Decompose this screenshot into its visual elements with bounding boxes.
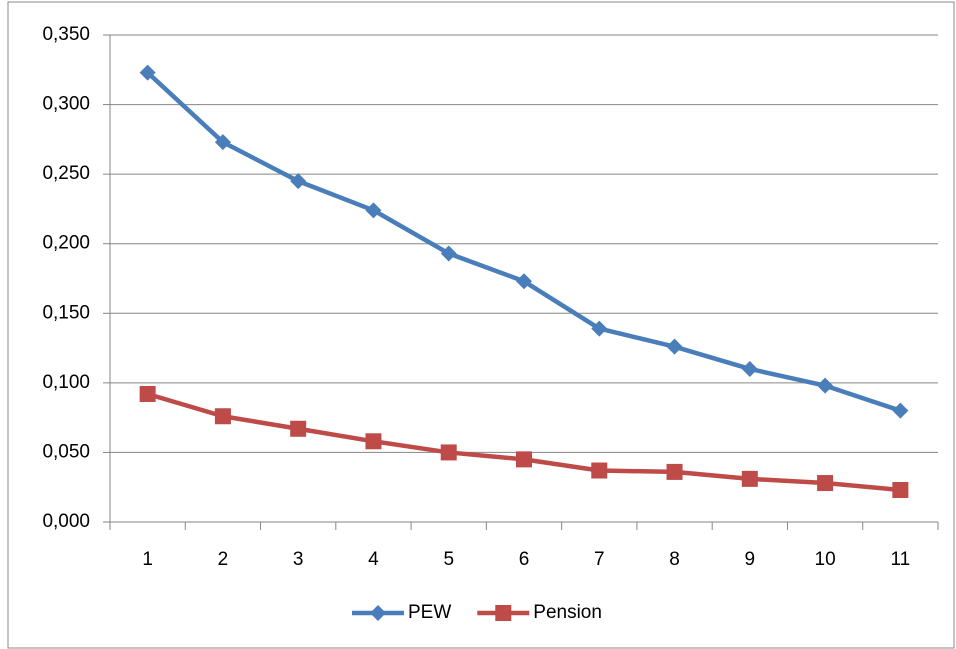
data-point (892, 481, 909, 498)
y-tick-label: 0,100 (42, 372, 90, 393)
data-point (741, 360, 758, 377)
y-tick-label: 0,000 (42, 511, 90, 532)
data-point (892, 402, 909, 419)
y-tick-label: 0,200 (42, 233, 90, 254)
y-tick-label: 0,250 (42, 163, 90, 184)
legend-label: PEW (408, 602, 451, 623)
data-point (516, 451, 532, 468)
data-point (666, 338, 683, 355)
x-tick-label: 10 (815, 549, 836, 570)
data-point (817, 475, 834, 492)
x-tick-label: 11 (890, 549, 910, 570)
data-point (817, 377, 834, 394)
legend-label: Pension (533, 602, 602, 623)
data-point (139, 385, 156, 402)
x-tick-label: 1 (142, 549, 153, 570)
x-tick-label: 8 (669, 549, 680, 570)
data-point (516, 273, 532, 290)
data-point (290, 420, 307, 437)
y-tick-label: 0,350 (42, 24, 90, 45)
x-tick-label: 7 (594, 549, 605, 570)
legend-marker (370, 605, 386, 621)
legend-marker (495, 605, 512, 621)
data-point (139, 64, 156, 81)
data-point (591, 320, 608, 337)
x-tick-label: 3 (293, 549, 304, 570)
data-point (666, 463, 683, 480)
data-point (591, 462, 608, 479)
x-tick-label: 5 (443, 549, 454, 570)
x-tick-label: 2 (218, 549, 229, 570)
x-tick-label: 9 (745, 549, 756, 570)
data-point (214, 134, 231, 151)
y-tick-label: 0,300 (42, 94, 90, 115)
data-point (365, 202, 382, 219)
x-tick-label: 6 (519, 549, 530, 570)
y-tick-label: 0,150 (42, 302, 90, 323)
data-point (440, 245, 457, 262)
data-point (365, 433, 382, 450)
data-point (440, 444, 457, 461)
chart-frame (7, 1, 955, 649)
data-point (214, 408, 231, 425)
data-point (741, 470, 758, 487)
data-point (290, 173, 307, 190)
x-tick-label: 4 (368, 549, 379, 570)
y-tick-label: 0,050 (42, 441, 90, 462)
